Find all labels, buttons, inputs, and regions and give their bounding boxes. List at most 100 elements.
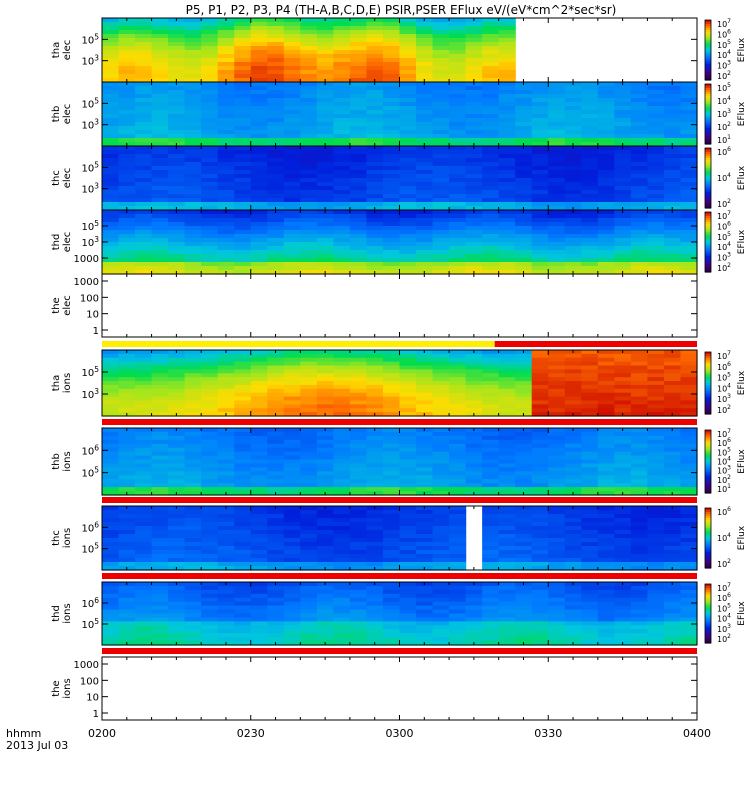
heatmap-cell — [548, 392, 566, 398]
heatmap-cell — [680, 170, 698, 175]
heatmap-cell — [416, 617, 434, 622]
heatmap-cell — [630, 562, 649, 567]
heatmap-cell — [151, 597, 169, 603]
heatmap-cell — [168, 550, 186, 555]
heatmap-cell — [234, 593, 252, 599]
colorbar-cell — [705, 552, 711, 555]
heatmap-cell — [382, 542, 401, 547]
heatmap-cell — [382, 396, 401, 402]
heatmap-cell — [168, 218, 186, 223]
heatmap-cell — [647, 190, 665, 195]
heatmap-cell — [234, 150, 252, 155]
colorbar-cell — [705, 558, 711, 561]
heatmap-cell — [118, 254, 136, 259]
heatmap-cell — [597, 566, 615, 571]
heatmap-cell — [151, 439, 169, 445]
heatmap-cell — [201, 210, 219, 215]
heatmap-cell — [267, 62, 285, 67]
heatmap-cell — [184, 550, 202, 555]
colorbar-cell — [705, 180, 711, 183]
heatmap-cell — [548, 530, 566, 535]
heatmap-cell — [663, 522, 682, 527]
heatmap-cell — [234, 174, 252, 179]
heatmap-cell — [366, 459, 384, 465]
heatmap-cell — [349, 206, 368, 211]
heatmap-cell — [449, 142, 467, 147]
heatmap-cell — [102, 30, 120, 35]
heatmap-cell — [118, 479, 136, 484]
heatmap-cell — [349, 538, 368, 543]
heatmap-cell — [135, 621, 153, 626]
heatmap-cell — [250, 142, 268, 147]
heatmap-cell — [283, 182, 301, 187]
heatmap-cell — [399, 194, 417, 199]
heatmap-cell — [118, 373, 136, 378]
heatmap-cell — [184, 538, 202, 543]
heatmap-cell — [498, 396, 516, 402]
heatmap-cell — [349, 506, 368, 511]
heatmap-cell — [201, 38, 219, 43]
heatmap-cell — [366, 214, 384, 219]
heatmap-cell — [432, 373, 450, 378]
heatmap-cell — [482, 361, 500, 367]
heatmap-cell — [399, 613, 417, 619]
heatmap-cell — [234, 118, 252, 123]
heatmap-cell — [498, 550, 516, 555]
heatmap-cell — [234, 558, 252, 563]
heatmap-cell — [316, 558, 334, 563]
heatmap-cell — [184, 522, 202, 527]
heatmap-cell — [432, 222, 450, 227]
heatmap-cell — [283, 226, 301, 231]
heatmap-cell — [333, 617, 351, 622]
heatmap-cell — [382, 593, 401, 599]
heatmap-cell — [564, 150, 582, 155]
heatmap-cell — [168, 54, 186, 59]
heatmap-cell — [250, 447, 268, 453]
heatmap-cell — [102, 447, 120, 453]
heatmap-cell — [399, 54, 417, 59]
heatmap-cell — [184, 22, 202, 27]
colorbar-cell — [705, 202, 711, 205]
heatmap-cell — [184, 526, 202, 531]
heatmap-cell — [201, 475, 219, 480]
heatmap-cell — [432, 54, 450, 59]
heatmap-cell — [382, 194, 401, 199]
heatmap-cell — [432, 566, 450, 571]
heatmap-cell — [432, 18, 450, 23]
heatmap-cell — [399, 250, 417, 255]
heatmap-cell — [283, 408, 301, 413]
heatmap-cell — [498, 530, 516, 535]
heatmap-cell — [102, 182, 120, 187]
colorbar-cell — [705, 164, 711, 167]
heatmap-cell — [135, 78, 153, 83]
heatmap-cell — [581, 118, 599, 123]
colorbar-cell — [705, 467, 711, 471]
heatmap-cell — [234, 566, 252, 571]
heatmap-cell — [201, 226, 219, 231]
heatmap-cell — [564, 455, 582, 461]
heatmap-cell — [680, 166, 698, 171]
heatmap-cell — [531, 467, 549, 472]
heatmap-cell — [135, 162, 153, 167]
heatmap-cell — [548, 94, 566, 99]
heatmap-cell — [234, 408, 252, 413]
heatmap-cell — [316, 384, 334, 390]
heatmap-cell — [416, 150, 434, 155]
heatmap-cell — [432, 467, 450, 472]
heatmap-cell — [366, 550, 384, 555]
heatmap-cell — [349, 226, 368, 231]
heatmap-cell — [102, 471, 120, 476]
heatmap-cell — [267, 365, 285, 371]
heatmap-cell — [680, 550, 698, 555]
heatmap-cell — [283, 455, 301, 461]
heatmap-cell — [531, 138, 549, 143]
colorbar-cell — [705, 446, 711, 450]
heatmap-cell — [316, 198, 334, 203]
heatmap-cell — [680, 384, 698, 390]
heatmap-cell — [217, 377, 235, 382]
heatmap-cell — [234, 126, 252, 131]
heatmap-cell — [564, 110, 582, 115]
heatmap-cell — [151, 637, 169, 642]
heatmap-cell — [102, 629, 120, 634]
heatmap-cell — [333, 621, 351, 626]
